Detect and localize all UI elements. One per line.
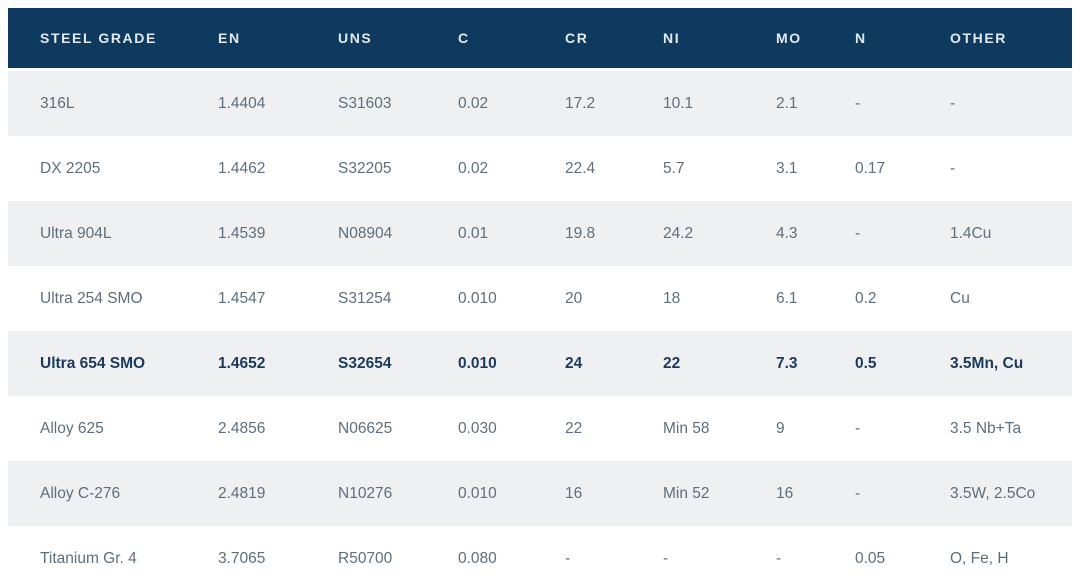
value-cell: 3.5W, 2.5Co bbox=[950, 461, 1072, 526]
value-cell: 10.1 bbox=[663, 71, 776, 136]
steel-grade-cell: Ultra 654 SMO bbox=[8, 331, 218, 396]
value-cell: 0.2 bbox=[855, 266, 950, 331]
value-cell: N06625 bbox=[338, 396, 458, 461]
column-header-cr: CR bbox=[565, 8, 663, 71]
table-row: Ultra 254 SMO 1.4547 S31254 0.010 20 18 6.1 0.2… bbox=[8, 266, 1072, 331]
value-cell: S32654 bbox=[338, 331, 458, 396]
value-cell: - bbox=[776, 526, 855, 583]
value-cell: 16 bbox=[776, 461, 855, 526]
value-cell: 2.1 bbox=[776, 71, 855, 136]
value-cell: N08904 bbox=[338, 201, 458, 266]
value-cell: 0.02 bbox=[458, 71, 565, 136]
value-cell: 1.4547 bbox=[218, 266, 338, 331]
value-cell: 0.030 bbox=[458, 396, 565, 461]
value-cell: 0.010 bbox=[458, 266, 565, 331]
steel-grade-cell: Alloy C-276 bbox=[8, 461, 218, 526]
value-cell: 1.4404 bbox=[218, 71, 338, 136]
value-cell: 24 bbox=[565, 331, 663, 396]
value-cell: 19.8 bbox=[565, 201, 663, 266]
column-header-steel-grade: STEEL GRADE bbox=[8, 8, 218, 71]
table-row: Alloy C-276 2.4819 N10276 0.010 16 Min 52 16-3… bbox=[8, 461, 1072, 526]
value-cell: - bbox=[855, 461, 950, 526]
value-cell: 0.010 bbox=[458, 461, 565, 526]
table-row: 316L 1.4404 S31603 0.02 17.2 10.1 2.1- - bbox=[8, 71, 1072, 136]
table-row: Alloy 625 2.4856 N06625 0.030 22 Min 58 9-3.5 … bbox=[8, 396, 1072, 461]
value-cell: 3.7065 bbox=[218, 526, 338, 583]
table-row: Ultra 904L 1.4539 N08904 0.01 19.8 24.2 4.3-1.… bbox=[8, 201, 1072, 266]
value-cell: 24.2 bbox=[663, 201, 776, 266]
value-cell: 3.5 Nb+Ta bbox=[950, 396, 1072, 461]
steel-grade-cell: Alloy 625 bbox=[8, 396, 218, 461]
value-cell: - bbox=[950, 71, 1072, 136]
value-cell: - bbox=[663, 526, 776, 583]
column-header-other: OTHER bbox=[950, 8, 1072, 71]
value-cell: S31603 bbox=[338, 71, 458, 136]
value-cell: 9 bbox=[776, 396, 855, 461]
value-cell: S31254 bbox=[338, 266, 458, 331]
value-cell: 22.4 bbox=[565, 136, 663, 201]
value-cell: 22 bbox=[663, 331, 776, 396]
value-cell: - bbox=[855, 201, 950, 266]
column-header-uns: UNS bbox=[338, 8, 458, 71]
value-cell: N10276 bbox=[338, 461, 458, 526]
value-cell: 0.010 bbox=[458, 331, 565, 396]
value-cell: 4.3 bbox=[776, 201, 855, 266]
value-cell: Min 52 bbox=[663, 461, 776, 526]
value-cell: 3.1 bbox=[776, 136, 855, 201]
table-body: 316L 1.4404 S31603 0.02 17.2 10.1 2.1- - DX 2205… bbox=[8, 71, 1072, 583]
value-cell: 2.4856 bbox=[218, 396, 338, 461]
steel-grade-cell: Ultra 904L bbox=[8, 201, 218, 266]
column-header-ni: NI bbox=[663, 8, 776, 71]
value-cell: 6.1 bbox=[776, 266, 855, 331]
composition-table: STEEL GRADE EN UNS C CR NI MO N OTHER 316L 1.4404… bbox=[8, 8, 1072, 583]
value-cell: Cu bbox=[950, 266, 1072, 331]
value-cell: - bbox=[855, 71, 950, 136]
value-cell: 3.5Mn, Cu bbox=[950, 331, 1072, 396]
table-header: STEEL GRADE EN UNS C CR NI MO N OTHER bbox=[8, 8, 1072, 71]
steel-grade-cell: DX 2205 bbox=[8, 136, 218, 201]
value-cell: - bbox=[855, 396, 950, 461]
value-cell: - bbox=[565, 526, 663, 583]
value-cell: S32205 bbox=[338, 136, 458, 201]
value-cell: 7.3 bbox=[776, 331, 855, 396]
table-row: Ultra 654 SMO 1.4652 S32654 0.010 24 22 7.3 0.5… bbox=[8, 331, 1072, 396]
steel-grade-cell: 316L bbox=[8, 71, 218, 136]
value-cell: 2.4819 bbox=[218, 461, 338, 526]
value-cell: Min 58 bbox=[663, 396, 776, 461]
header-row: STEEL GRADE EN UNS C CR NI MO N OTHER bbox=[8, 8, 1072, 71]
value-cell: 22 bbox=[565, 396, 663, 461]
value-cell: 5.7 bbox=[663, 136, 776, 201]
column-header-en: EN bbox=[218, 8, 338, 71]
value-cell: 0.5 bbox=[855, 331, 950, 396]
steel-grade-cell: Ultra 254 SMO bbox=[8, 266, 218, 331]
column-header-c: C bbox=[458, 8, 565, 71]
value-cell: 16 bbox=[565, 461, 663, 526]
column-header-mo: MO bbox=[776, 8, 855, 71]
value-cell: 0.05 bbox=[855, 526, 950, 583]
value-cell: 0.01 bbox=[458, 201, 565, 266]
steel-grade-cell: Titanium Gr. 4 bbox=[8, 526, 218, 583]
value-cell: O, Fe, H bbox=[950, 526, 1072, 583]
value-cell: 1.4652 bbox=[218, 331, 338, 396]
value-cell: 0.080 bbox=[458, 526, 565, 583]
table-row: Titanium Gr. 4 3.7065 R50700 0.080- - -0.05 O,… bbox=[8, 526, 1072, 583]
value-cell: 1.4539 bbox=[218, 201, 338, 266]
value-cell: 0.17 bbox=[855, 136, 950, 201]
value-cell: R50700 bbox=[338, 526, 458, 583]
value-cell: 1.4Cu bbox=[950, 201, 1072, 266]
value-cell: 20 bbox=[565, 266, 663, 331]
table-row: DX 2205 1.4462 S32205 0.02 22.4 5.7 3.1 0.17- bbox=[8, 136, 1072, 201]
value-cell: 1.4462 bbox=[218, 136, 338, 201]
value-cell: 17.2 bbox=[565, 71, 663, 136]
column-header-n: N bbox=[855, 8, 950, 71]
value-cell: 18 bbox=[663, 266, 776, 331]
value-cell: - bbox=[950, 136, 1072, 201]
value-cell: 0.02 bbox=[458, 136, 565, 201]
